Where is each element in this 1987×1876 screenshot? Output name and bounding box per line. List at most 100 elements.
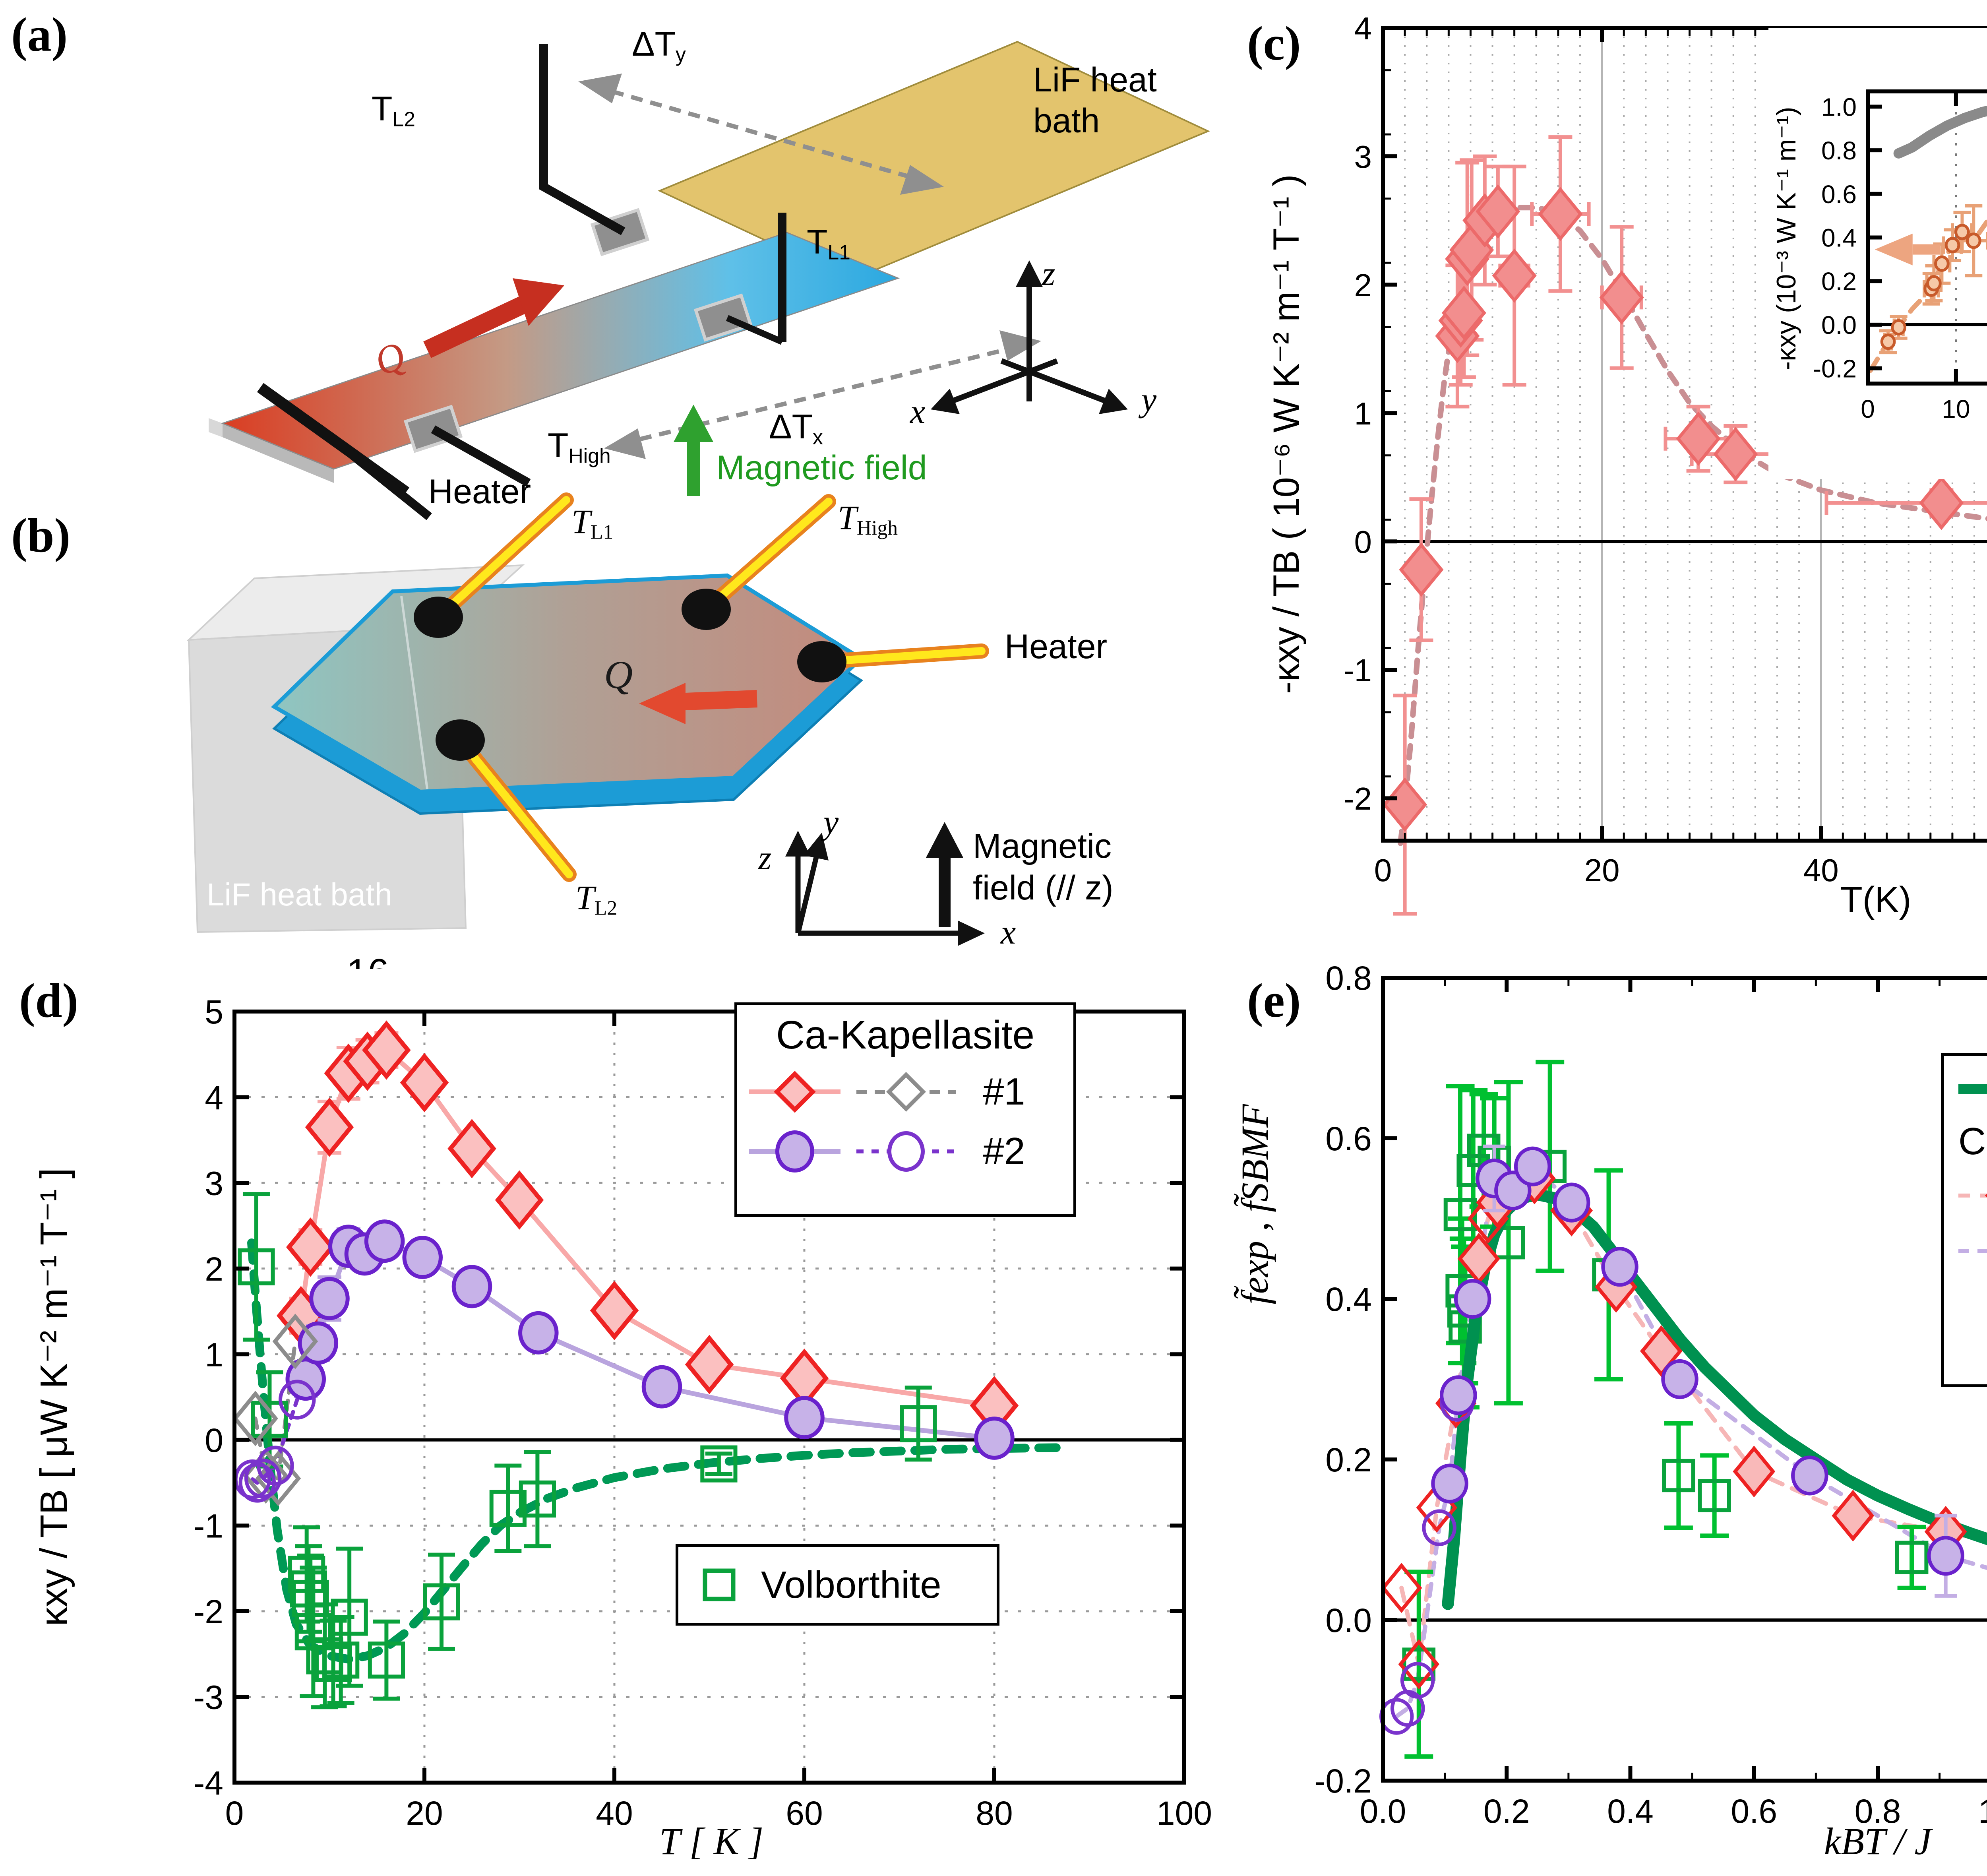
- label-a-thigh: THigh: [548, 426, 611, 467]
- svg-text:-2: -2: [1344, 781, 1372, 816]
- label-a-axis-z: z: [1042, 254, 1055, 293]
- svg-text:0.0: 0.0: [1821, 311, 1857, 339]
- svg-text:kBT / J: kBT / J: [1824, 1820, 1933, 1862]
- svg-text:0: 0: [1354, 524, 1372, 560]
- svg-text:0.4: 0.4: [1607, 1793, 1654, 1830]
- legend-e-symbols-2: [1958, 1249, 1987, 1253]
- svg-text:-2: -2: [194, 1593, 223, 1630]
- svg-text:0: 0: [205, 1422, 223, 1459]
- legend-e-title: Ca-kapellasite: [1958, 1120, 1987, 1163]
- label-b-thigh: THigh: [838, 498, 898, 540]
- panel-letter-c: (c): [1247, 17, 1301, 70]
- legend-d-volborthite: Volborthite: [676, 1544, 999, 1626]
- legend-d-row-1: #1: [749, 1070, 1061, 1114]
- panel-letter-d: (d): [19, 974, 79, 1027]
- svg-text:1.0: 1.0: [1821, 93, 1857, 121]
- svg-text:-1: -1: [1344, 653, 1372, 688]
- legend-d-volb-symbol: [703, 1568, 736, 1601]
- legend-e-volb-symbol: [1958, 1291, 1987, 1326]
- label-a-lif: LiF heat bath: [1033, 61, 1157, 140]
- svg-text:T [ K ]: T [ K ]: [659, 1820, 763, 1862]
- svg-text:-κxy / TB ( 10⁻⁶ W K⁻² m⁻¹ T⁻¹: -κxy / TB ( 10⁻⁶ W K⁻² m⁻¹ T⁻¹ ): [1266, 174, 1307, 694]
- legend-d-symbols-2: [749, 1130, 956, 1172]
- label-b-tl1: TL1: [571, 502, 614, 544]
- label-a-axis-y: y: [1141, 380, 1157, 419]
- chart-d: 0 20 40 60 80 100 -4 -3 -2 -1 0 1 2 3 4 5 T [ K ] κxy / T…: [33, 993, 1212, 1862]
- svg-text:0.8: 0.8: [1855, 1793, 1901, 1830]
- label-a-tl1: TL1: [807, 223, 850, 264]
- svg-text:0.6: 0.6: [1821, 180, 1857, 209]
- label-b-magnetic-field-1: Magnetic: [973, 827, 1112, 865]
- legend-d-label-1: #1: [983, 1070, 1025, 1113]
- svg-text:κxy / TB [ μW K⁻² m⁻¹ T⁻¹ ]: κxy / TB [ μW K⁻² m⁻¹ T⁻¹ ]: [33, 1168, 75, 1626]
- label-a-dtx: ΔTx: [769, 408, 823, 449]
- svg-text:0: 0: [1374, 853, 1392, 888]
- legend-e-row-2: #2: [1958, 1229, 1987, 1273]
- svg-text:0: 0: [1861, 395, 1875, 423]
- label-a-tl2: TL2: [372, 90, 415, 131]
- page-number-artifact: 16: [347, 951, 406, 969]
- svg-text:4: 4: [1354, 11, 1372, 46]
- svg-text:0.0: 0.0: [1325, 1602, 1372, 1639]
- legend-d-row-2: #2: [749, 1130, 1061, 1173]
- svg-text:1.0: 1.0: [1978, 1793, 1987, 1830]
- svg-text:3: 3: [1354, 139, 1372, 174]
- legend-d-symbols-1: [749, 1071, 956, 1113]
- panel-letter-a: (a): [11, 8, 68, 62]
- legend-e-row-1: #1: [1958, 1174, 1987, 1217]
- svg-text:-κxy (10⁻³ W K⁻¹ m⁻¹): -κxy (10⁻³ W K⁻¹ m⁻¹): [1771, 107, 1801, 370]
- label-b-axis-x: x: [1001, 913, 1016, 951]
- svg-text:60: 60: [786, 1795, 823, 1832]
- svg-text:20: 20: [1584, 853, 1620, 888]
- label-a-magnetic-field: Magnetic field: [716, 449, 927, 487]
- svg-text:0: 0: [225, 1795, 244, 1832]
- svg-text:0.4: 0.4: [1325, 1281, 1372, 1318]
- label-a-heater: Heater: [428, 473, 531, 511]
- label-b-heater: Heater: [1005, 628, 1108, 666]
- legend-e-symbols-1: [1958, 1193, 1987, 1198]
- svg-text:0.2: 0.2: [1483, 1793, 1530, 1830]
- svg-text:f̃exp , f̃SBMF: f̃exp , f̃SBMF: [1234, 1104, 1276, 1304]
- svg-text:40: 40: [1803, 853, 1839, 888]
- svg-text:5: 5: [205, 993, 223, 1031]
- svg-text:0.6: 0.6: [1731, 1793, 1777, 1830]
- svg-text:20: 20: [406, 1795, 443, 1832]
- svg-text:2: 2: [1354, 267, 1372, 303]
- svg-text:3: 3: [205, 1165, 223, 1202]
- label-b-axis-z: z: [758, 839, 772, 877]
- svg-text:0.0: 0.0: [1360, 1793, 1406, 1830]
- legend-e-sbmft-row: SBMFT: [1958, 1067, 1987, 1111]
- legend-d: Ca-Kapellasite #1 #2: [734, 1002, 1076, 1217]
- svg-text:0.2: 0.2: [1821, 267, 1857, 296]
- legend-d-label-2: #2: [983, 1130, 1025, 1172]
- legend-e-sbmft-symbol: [1958, 1084, 1987, 1094]
- svg-text:T(K): T(K): [1840, 880, 1911, 920]
- svg-text:100: 100: [1156, 1795, 1212, 1832]
- legend-d-volb-label: Volborthite: [761, 1563, 941, 1606]
- label-b-q: Q: [604, 653, 633, 697]
- label-a-axis-x: x: [910, 392, 926, 430]
- panel-letter-b: (b): [11, 509, 71, 562]
- chart-e: 0.00.20.40.60.81.01.21.41.6-0.20.00.20.4…: [1234, 959, 1987, 1862]
- label-a-dty: ΔTy: [632, 25, 686, 66]
- svg-text:1: 1: [1354, 396, 1372, 431]
- label-b-tl2: TL2: [575, 878, 618, 920]
- schematic-b: [186, 492, 989, 946]
- legend-d-title: Ca-Kapellasite: [776, 1013, 1035, 1057]
- label-b-lif: LiF heat bath: [207, 877, 392, 912]
- schematic-a: [209, 41, 1210, 520]
- label-b-axis-y: y: [823, 803, 839, 841]
- svg-text:-3: -3: [194, 1679, 223, 1716]
- svg-text:80: 80: [976, 1795, 1013, 1832]
- svg-text:-0.2: -0.2: [1813, 355, 1857, 383]
- chart-c_inset: 010203040-0.20.00.20.40.60.81.001234T(K)…: [1771, 89, 1987, 423]
- svg-text:1: 1: [205, 1336, 223, 1373]
- legend-e-volb-row: Volborthite: [1958, 1287, 1987, 1330]
- svg-text:10: 10: [1942, 395, 1970, 423]
- legend-e: SBMFT Ca-kapellasite #1 #2 Volborthite: [1941, 1053, 1987, 1387]
- svg-text:0.8: 0.8: [1821, 136, 1857, 165]
- svg-text:0.6: 0.6: [1325, 1120, 1372, 1157]
